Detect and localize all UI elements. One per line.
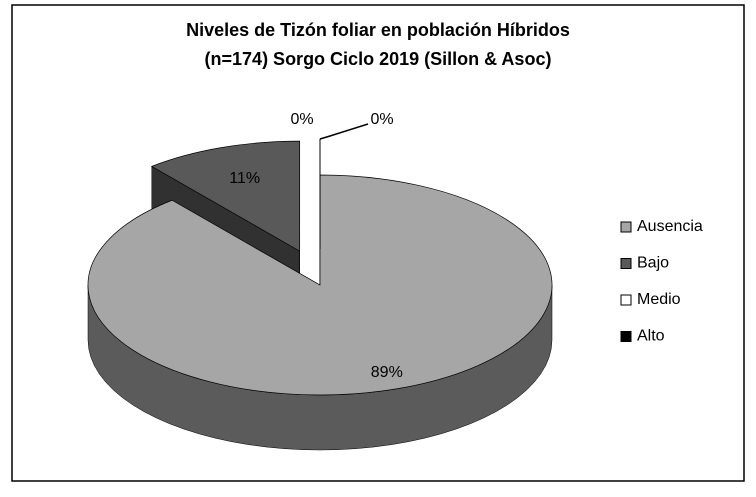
data-label: 11% (229, 170, 260, 187)
legend-swatch (620, 294, 632, 306)
legend-swatch (620, 221, 632, 233)
chart-title: Niveles de Tizón foliar en población Híb… (186, 20, 570, 40)
legend-label: Alto (637, 328, 665, 345)
slice (87, 174, 553, 396)
legend-label: Medio (637, 291, 681, 308)
data-label: 89% (371, 364, 403, 381)
slice (150, 140, 301, 252)
legend-swatch (620, 258, 632, 269)
data-label: 0% (290, 111, 313, 128)
legend-label: Bajo (637, 255, 669, 272)
chart-title: (n=174) Sorgo Ciclo 2019 (Sillon & Asoc) (205, 49, 552, 69)
legend-swatch (620, 331, 632, 342)
data-label: 0% (370, 111, 393, 128)
leader-line (319, 123, 369, 140)
legend-label: Ausencia (637, 218, 703, 235)
